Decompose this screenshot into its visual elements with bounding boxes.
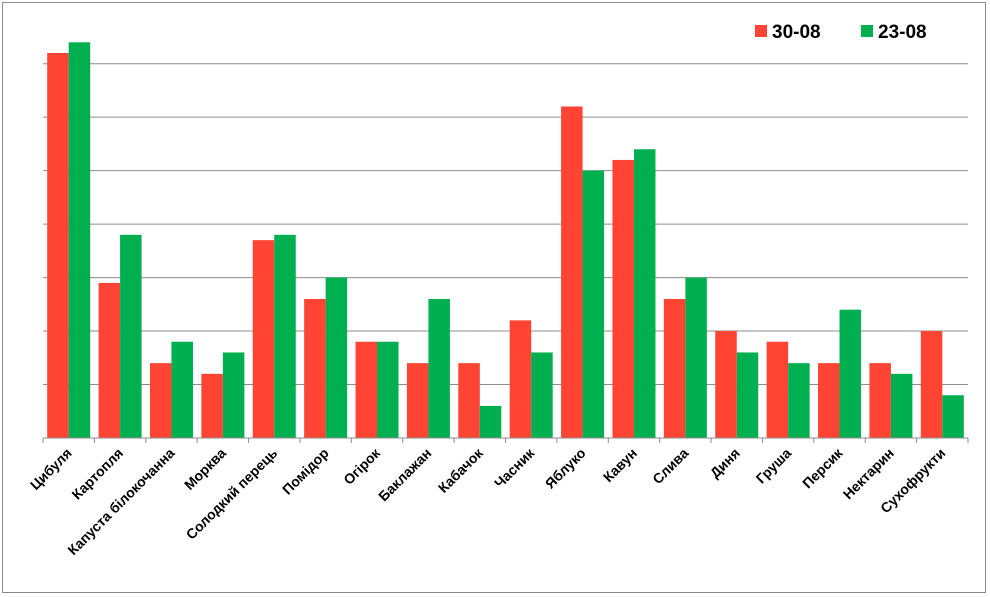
bar-30-08-Картопля [98, 282, 121, 438]
x-tick-label: Груша [753, 445, 795, 487]
bar-30-08-Сухофрукти [920, 331, 943, 438]
bar-23-08-Слива [685, 277, 707, 438]
legend-swatch [861, 25, 873, 37]
bar-30-08-Цибуля [47, 53, 69, 438]
bar-23-08-Груша [788, 363, 810, 438]
bar-30-08-Нектарин [869, 363, 891, 438]
x-tick-label: Персик [799, 444, 846, 491]
x-tick-label: Слива [649, 445, 691, 487]
bar-23-08-Яблуко [582, 170, 605, 438]
bar-30-08-Часник [509, 320, 532, 438]
bar-23-08-Кавун [633, 149, 656, 438]
bar-30-08-Слива [663, 298, 686, 438]
x-tick-label: Диня [707, 445, 743, 481]
bar-30-08-Морква [201, 373, 223, 438]
bar-23-08-Морква [222, 352, 245, 438]
x-tick-label: Помідор [279, 445, 332, 498]
x-tick-label: Кавун [600, 445, 640, 485]
x-axis [42, 437, 969, 443]
bar-23-08-Цибуля [68, 42, 91, 439]
bar-30-08-Солодкий перець [252, 240, 275, 438]
bar-23-08-Персик [839, 309, 862, 438]
bar-23-08-Капуста білокочанна [171, 341, 193, 438]
bar-30-08-Огірок [355, 341, 378, 438]
bar-30-08-Диня [715, 331, 737, 438]
x-tick-label: Огірок [340, 444, 384, 488]
x-tick-label: Цибуля [27, 445, 75, 493]
legend-label: 30-08 [772, 22, 821, 43]
bar-30-08-Помідор [304, 298, 326, 438]
bar-23-08-Кабачок [479, 405, 502, 438]
bar-23-08-Диня [736, 352, 759, 438]
gridlines [43, 63, 968, 386]
x-tick-label: Капуста білокочанна [64, 445, 177, 558]
bar-30-08-Персик [818, 363, 840, 438]
x-tick-label: Солодкий перець [183, 445, 281, 543]
bar-23-08-Помідор [325, 277, 348, 438]
legend: 30-08 23-08 [755, 22, 927, 43]
x-tick-label: Морква [181, 445, 229, 493]
x-tick-label: Баклажан [375, 445, 434, 504]
bar-30-08-Яблуко [561, 106, 583, 438]
x-tick-label: Яблуко [542, 445, 589, 492]
legend-swatch [755, 25, 767, 37]
bar-23-08-Нектарин [890, 373, 913, 438]
bar-30-08-Груша [766, 341, 789, 438]
bar-23-08-Солодкий перець [274, 234, 296, 438]
bar-23-08-Баклажан [428, 298, 450, 438]
legend-label: 23-08 [878, 22, 927, 43]
x-tick-label: Часник [491, 444, 538, 491]
bar-23-08-Сухофрукти [942, 395, 964, 438]
bar-30-08-Баклажан [406, 363, 429, 438]
bar-30-08-Кавун [612, 159, 634, 438]
bar-23-08-Часник [531, 352, 553, 438]
bar-23-08-Огірок [377, 341, 399, 438]
bar-23-08-Картопля [120, 234, 142, 438]
x-tick-label: Кабачок [435, 444, 487, 496]
bars [47, 42, 964, 439]
bar-30-08-Капуста білокочанна [149, 363, 172, 438]
bar-30-08-Кабачок [458, 363, 480, 438]
